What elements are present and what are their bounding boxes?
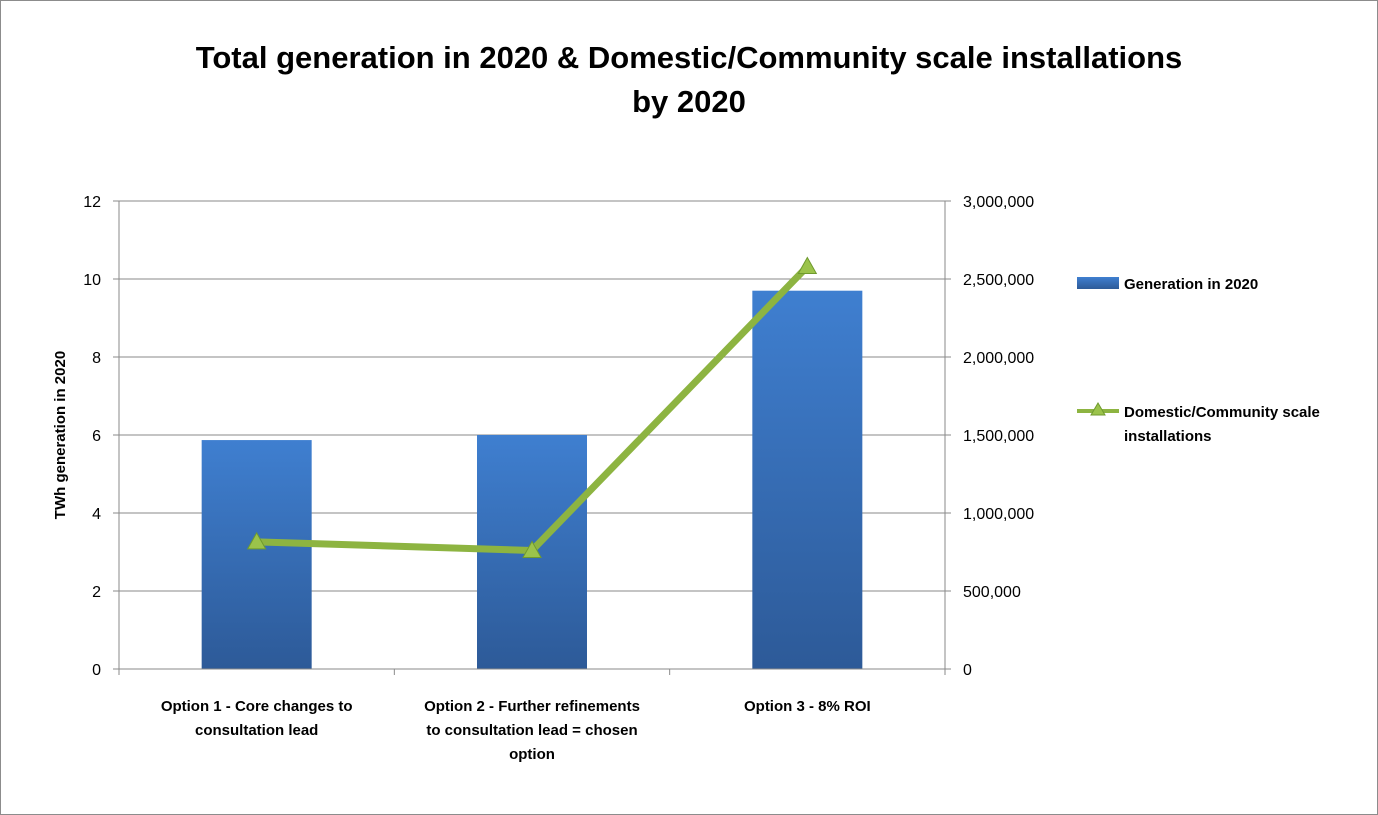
chart-title-line-2: by 2020	[632, 84, 746, 119]
left-tick-label: 0	[92, 662, 101, 679]
left-tick-label: 8	[92, 350, 101, 367]
right-tick-label: 2,000,000	[963, 350, 1034, 367]
right-axis-ticks: 0 500,000 1,000,000 1,500,000 2,000,000 2,500…	[963, 194, 1034, 679]
left-axis-title: TWh generation in 2020	[52, 351, 69, 519]
category-label: Option 3 - 8% ROI	[744, 698, 871, 715]
legend-label: Domestic/Community scale	[1124, 404, 1320, 421]
line-marker-3	[797, 256, 818, 275]
right-tick-label: 1,500,000	[963, 428, 1034, 445]
left-tick-label: 6	[92, 428, 101, 445]
right-tick-label: 500,000	[963, 584, 1021, 601]
legend: Generation in 2020 Domestic/Community sca…	[1077, 276, 1320, 445]
legend-label: installations	[1124, 428, 1212, 445]
left-tick-label: 12	[83, 194, 101, 211]
category-labels: Option 1 - Core changes to consultation l…	[161, 698, 871, 763]
category-label: option	[509, 746, 555, 763]
right-tick-label: 0	[963, 662, 972, 679]
right-tick-label: 1,000,000	[963, 506, 1034, 523]
bar-1	[201, 440, 312, 669]
line-series	[246, 256, 818, 558]
category-label: to consultation lead = chosen	[426, 722, 637, 739]
legend-bar-swatch	[1077, 277, 1119, 289]
category-label: Option 2 - Further refinements	[424, 698, 640, 715]
category-label: Option 1 - Core changes to	[161, 698, 353, 715]
bar-series	[201, 290, 863, 669]
right-tick-label: 2,500,000	[963, 272, 1034, 289]
legend-triangle-marker	[1090, 402, 1106, 416]
chart-title: Total generation in 2020 & Domestic/Comm…	[196, 40, 1183, 119]
bar-3	[752, 290, 863, 669]
chart-title-line-1: Total generation in 2020 & Domestic/Comm…	[196, 40, 1183, 75]
category-label: consultation lead	[195, 722, 318, 739]
right-tick-label: 3,000,000	[963, 194, 1034, 211]
legend-label: Generation in 2020	[1124, 276, 1258, 293]
left-tick-label: 4	[92, 506, 101, 523]
line-marker-1	[246, 531, 267, 550]
left-tick-label: 10	[83, 272, 101, 289]
left-axis-title: TWh generation in 2020	[52, 351, 69, 519]
line-marker-2	[522, 540, 542, 558]
axes	[113, 200, 951, 675]
left-axis-ticks: 0 2 4 6 8 10 12	[83, 194, 101, 679]
left-tick-label: 2	[92, 584, 101, 601]
